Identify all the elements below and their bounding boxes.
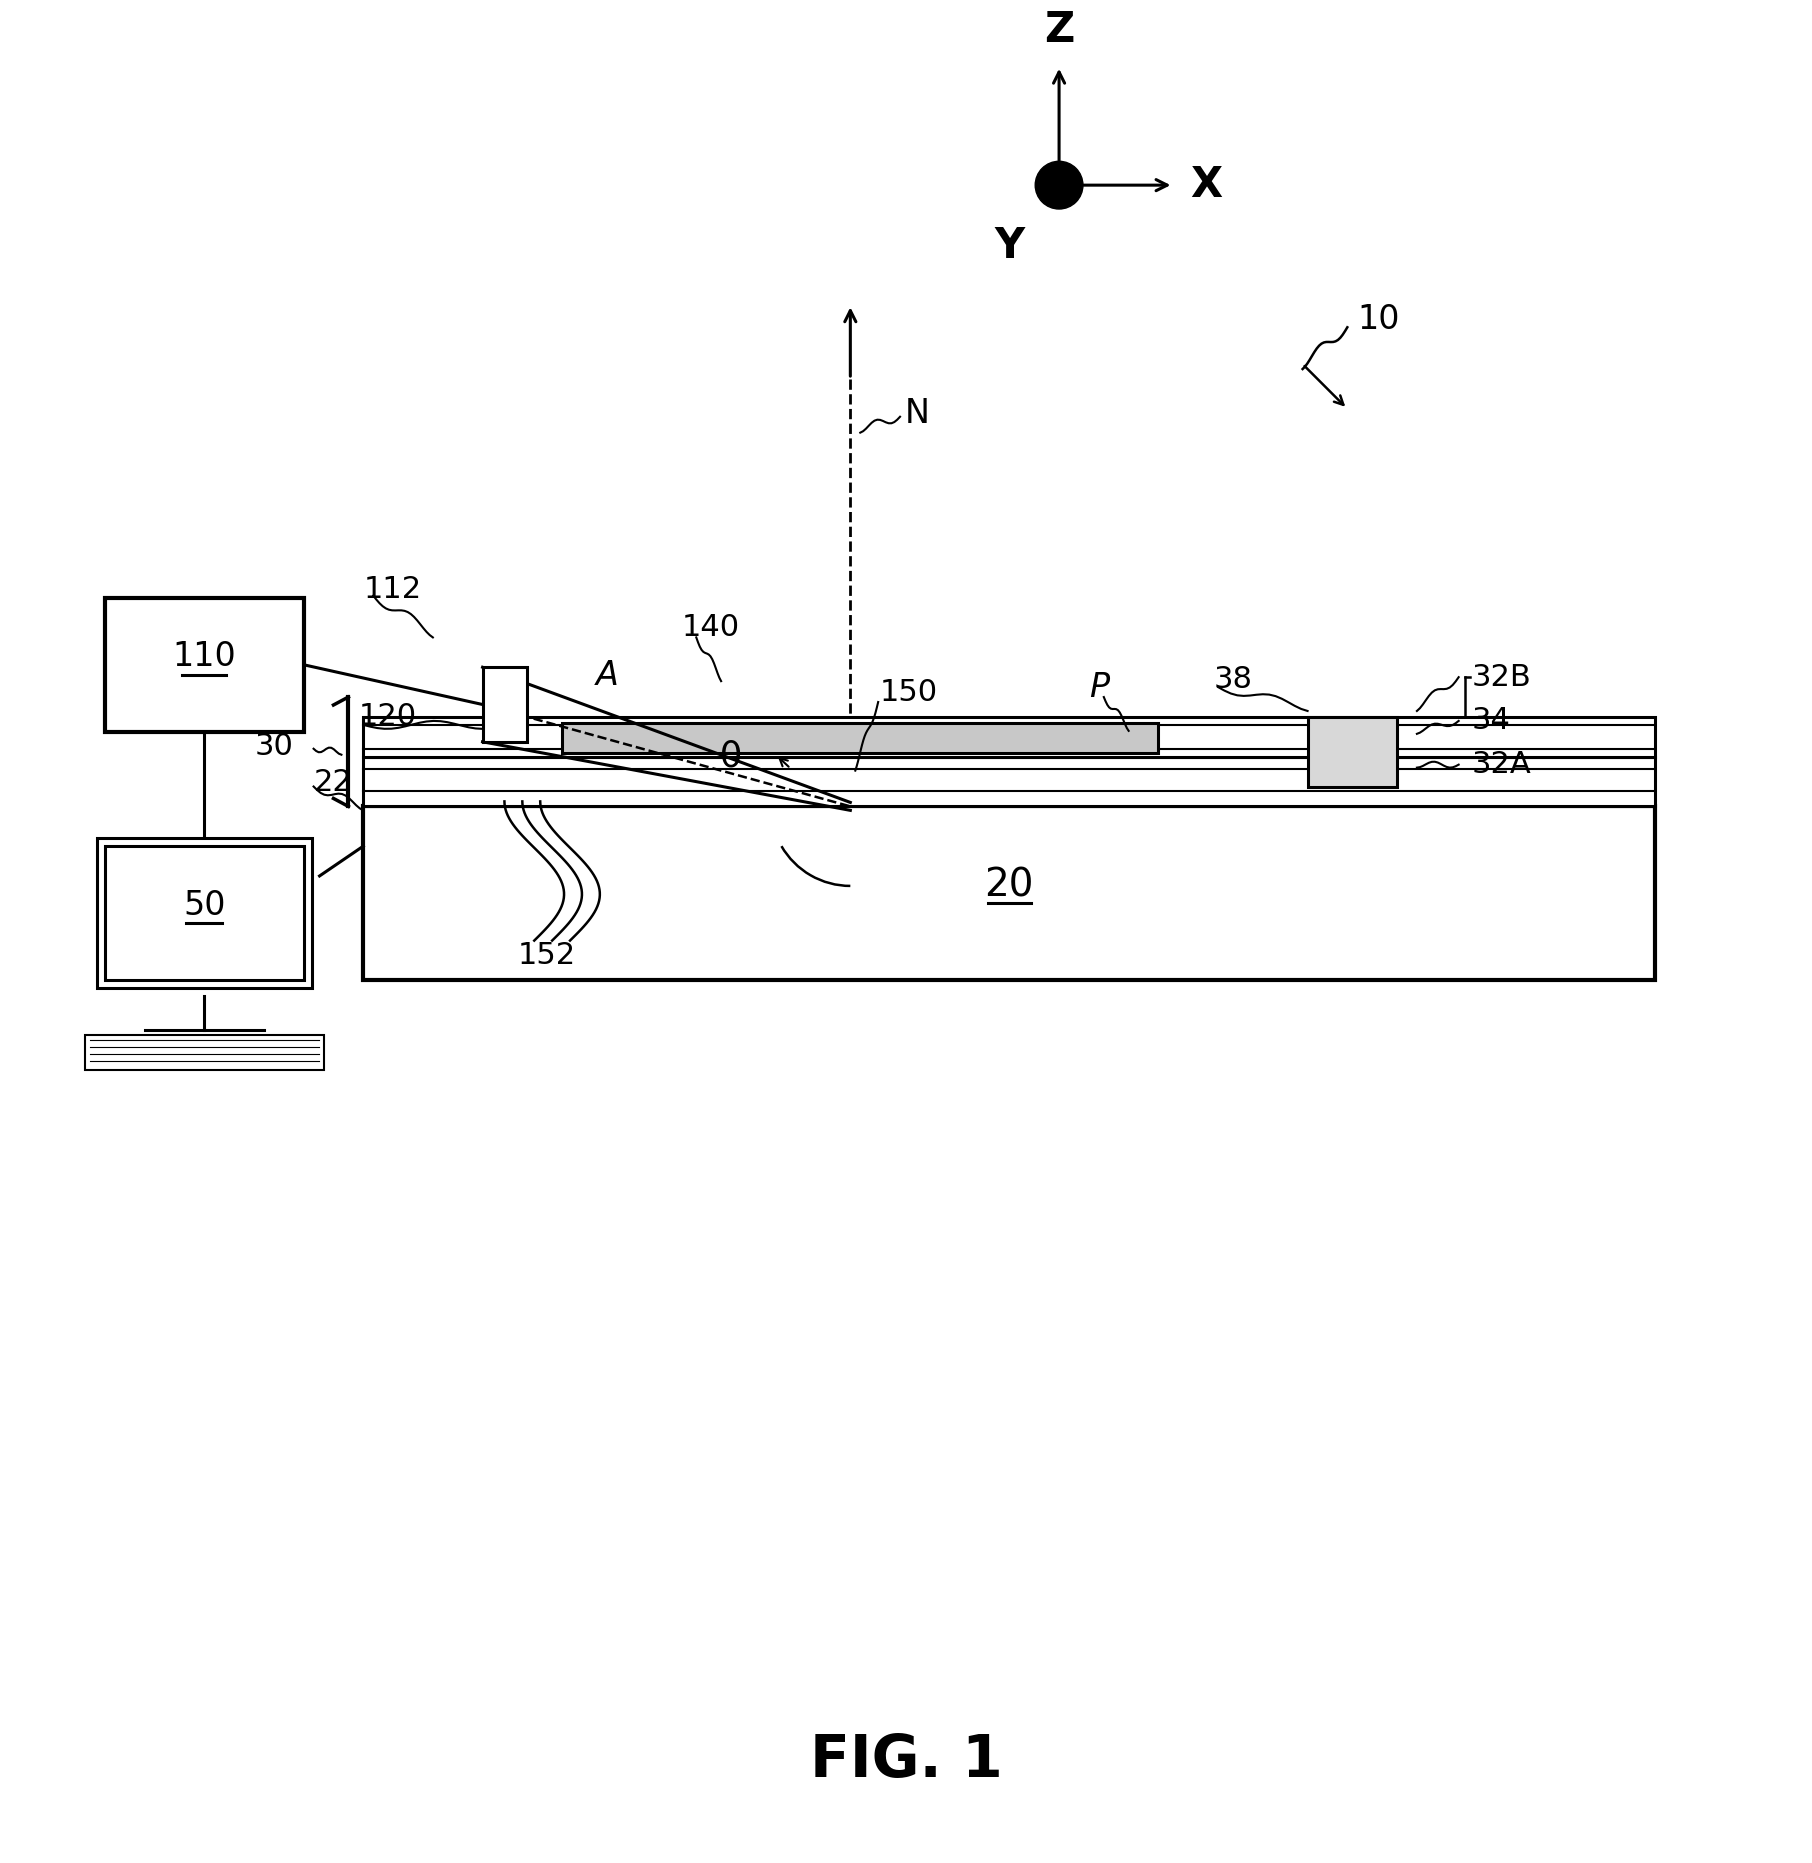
Circle shape bbox=[1035, 162, 1084, 209]
Text: 32A: 32A bbox=[1471, 751, 1531, 779]
Text: 38: 38 bbox=[1214, 665, 1252, 693]
Text: 32B: 32B bbox=[1471, 663, 1531, 691]
Text: 34: 34 bbox=[1471, 706, 1511, 736]
Text: P: P bbox=[1089, 671, 1109, 704]
Text: θ: θ bbox=[719, 740, 743, 773]
Text: 150: 150 bbox=[881, 678, 939, 706]
Bar bbox=[362, 807, 1656, 980]
Bar bbox=[562, 723, 1158, 753]
Text: 50: 50 bbox=[183, 889, 225, 922]
Bar bbox=[85, 1036, 324, 1069]
Text: 30: 30 bbox=[255, 732, 294, 762]
Text: 20: 20 bbox=[984, 866, 1035, 904]
Text: 110: 110 bbox=[172, 641, 236, 673]
Bar bbox=[105, 846, 304, 980]
Bar bbox=[1308, 717, 1397, 786]
Text: 120: 120 bbox=[359, 702, 417, 732]
Bar bbox=[362, 717, 1656, 756]
Text: X: X bbox=[1190, 164, 1223, 207]
Text: 10: 10 bbox=[1357, 304, 1401, 335]
Text: 140: 140 bbox=[681, 613, 739, 643]
Bar bbox=[105, 598, 304, 732]
Text: 22: 22 bbox=[313, 768, 352, 797]
Text: Y: Y bbox=[995, 225, 1024, 266]
Text: Z: Z bbox=[1044, 9, 1075, 50]
Text: N: N bbox=[904, 397, 930, 430]
Text: 112: 112 bbox=[362, 576, 422, 604]
Bar bbox=[362, 756, 1656, 807]
Bar bbox=[96, 838, 312, 987]
Text: A: A bbox=[596, 660, 618, 691]
Bar bbox=[482, 667, 527, 741]
Text: 152: 152 bbox=[518, 941, 576, 971]
Text: FIG. 1: FIG. 1 bbox=[810, 1733, 1002, 1788]
